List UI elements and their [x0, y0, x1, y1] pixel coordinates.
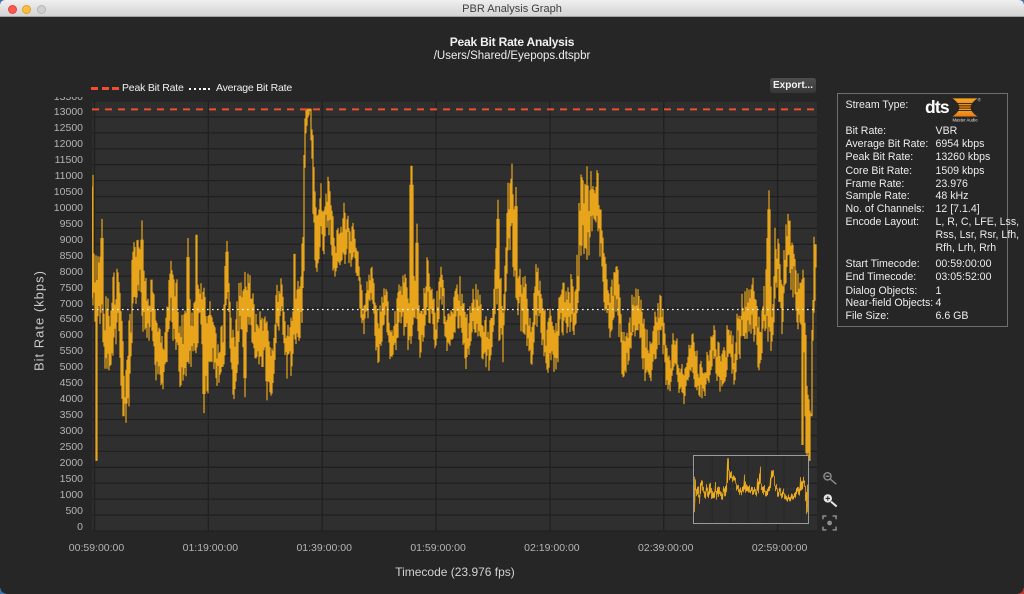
svg-text:Master Audio: Master Audio	[952, 117, 978, 122]
svg-text:dts: dts	[925, 97, 950, 117]
svg-text:®: ®	[978, 97, 982, 103]
